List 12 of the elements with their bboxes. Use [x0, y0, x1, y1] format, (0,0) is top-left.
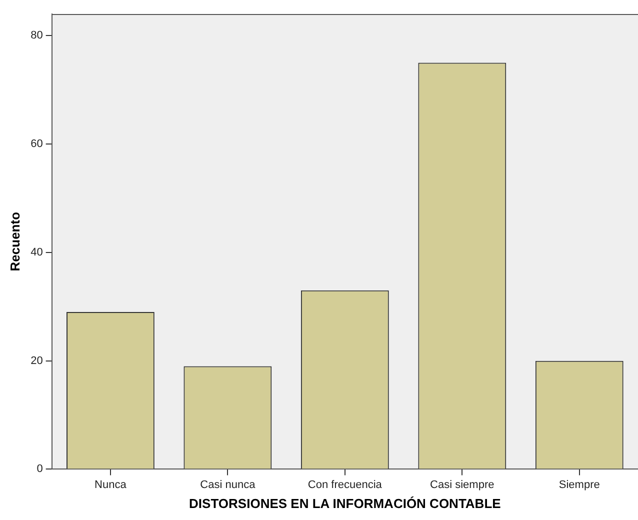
y-tick-label: 0 — [36, 463, 43, 476]
x-tick-label: Con frecuencia — [308, 478, 383, 491]
x-tick-label: Nunca — [94, 478, 128, 491]
y-tick-label: 40 — [30, 246, 43, 258]
x-axis-title: DISTORSIONES EN LA INFORMACIÓN CONTABLE — [189, 496, 502, 511]
y-tick-label: 60 — [30, 138, 43, 150]
y-tick-label: 80 — [30, 30, 43, 42]
x-tick-label: Casi siempre — [430, 478, 494, 491]
x-tick-label: Siempre — [558, 478, 600, 491]
y-axis-title: Recuento — [7, 212, 22, 272]
x-tick-label: Casi nunca — [200, 478, 256, 491]
y-tick-label: 20 — [30, 354, 43, 367]
